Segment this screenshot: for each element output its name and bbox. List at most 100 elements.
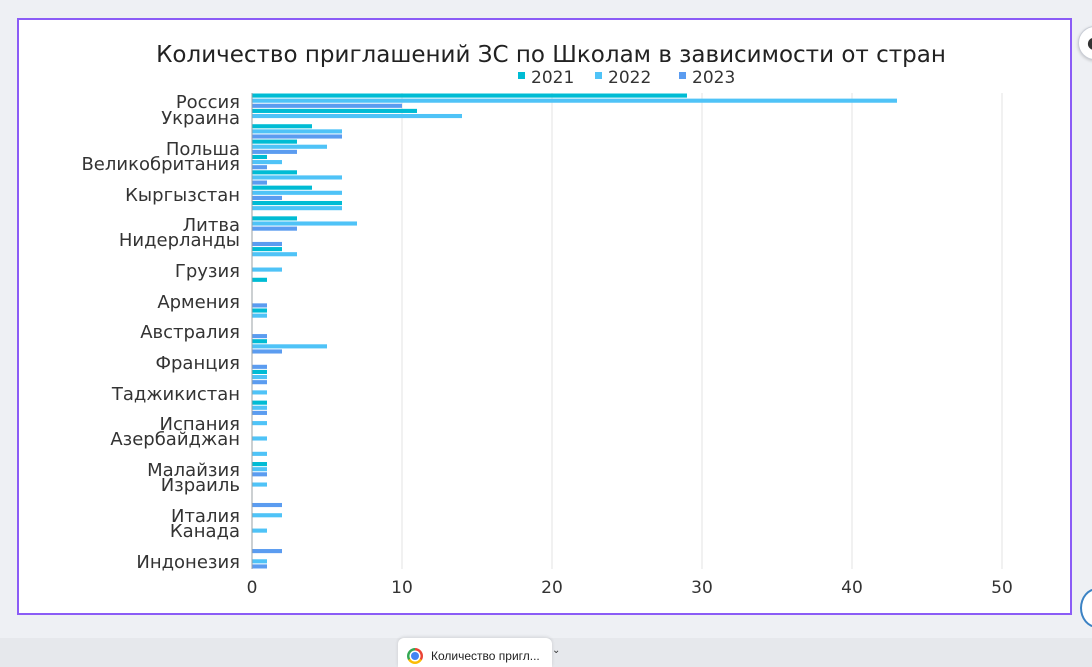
legend-marker bbox=[518, 72, 525, 79]
bar bbox=[252, 216, 297, 221]
bar bbox=[252, 124, 312, 129]
category-label: Италия bbox=[171, 506, 240, 527]
category-label: Кыргызстан bbox=[125, 185, 240, 206]
bar bbox=[252, 165, 267, 170]
bar bbox=[252, 144, 327, 149]
bar bbox=[252, 185, 312, 190]
bar-chart: Количество приглашений ЗС по Школам в за… bbox=[81, 42, 1013, 598]
bar bbox=[252, 200, 342, 206]
bar bbox=[252, 175, 342, 180]
x-tick-label: 20 bbox=[541, 578, 563, 598]
x-tick-label: 50 bbox=[991, 578, 1013, 598]
chevron-down-icon[interactable]: ⌄ bbox=[552, 645, 561, 656]
taskbar-tab-title: Количество пригл... bbox=[431, 649, 540, 663]
bar bbox=[252, 339, 267, 344]
category-label: Россия bbox=[176, 92, 240, 113]
bar bbox=[252, 313, 267, 318]
bar bbox=[252, 226, 297, 231]
bars bbox=[252, 93, 897, 569]
category-label: Нидерланды bbox=[119, 230, 240, 251]
category-label: Франция bbox=[156, 353, 241, 374]
bar bbox=[252, 369, 267, 375]
bar bbox=[252, 277, 267, 282]
bar bbox=[252, 139, 297, 144]
bar bbox=[252, 206, 342, 211]
taskbar-tab[interactable]: Количество пригл... bbox=[398, 638, 552, 667]
bar bbox=[252, 98, 897, 103]
chart-title: Количество приглашений ЗС по Школам в за… bbox=[156, 42, 946, 68]
bar bbox=[252, 103, 402, 108]
bar bbox=[252, 549, 282, 554]
chrome-icon bbox=[407, 648, 423, 664]
bar bbox=[252, 303, 267, 308]
bar bbox=[252, 467, 267, 472]
bar bbox=[252, 190, 342, 195]
bar bbox=[252, 451, 267, 456]
x-tick-label: 0 bbox=[247, 578, 258, 598]
bar bbox=[252, 149, 297, 154]
x-axis-ticks: 0 10 20 30 40 50 bbox=[247, 578, 1013, 598]
bar bbox=[252, 502, 282, 508]
bar bbox=[252, 528, 267, 533]
side-panel-button[interactable]: ◐ bbox=[1078, 26, 1092, 60]
taskbar: Количество пригл... bbox=[0, 638, 1092, 667]
category-label: Малайзия bbox=[147, 460, 240, 481]
bar bbox=[252, 160, 282, 165]
bar bbox=[252, 113, 462, 119]
bar bbox=[252, 421, 267, 426]
category-label: Великобритания bbox=[81, 154, 240, 175]
bar bbox=[252, 221, 357, 226]
bar bbox=[252, 241, 282, 247]
bar bbox=[252, 170, 297, 175]
legend-label: 2022 bbox=[608, 68, 651, 88]
bar bbox=[252, 180, 267, 185]
legend-marker bbox=[679, 72, 686, 79]
bar bbox=[252, 93, 687, 98]
legend: 2021 2022 2023 bbox=[518, 68, 735, 88]
bar bbox=[252, 559, 267, 564]
category-label: Канада bbox=[170, 521, 240, 542]
bar bbox=[252, 129, 342, 134]
category-label: Литва bbox=[183, 215, 240, 236]
bar bbox=[252, 334, 267, 339]
bar bbox=[252, 308, 267, 313]
bar bbox=[252, 405, 267, 410]
bar bbox=[252, 410, 267, 415]
side-panel-icon: ◐ bbox=[1087, 33, 1092, 52]
bar bbox=[252, 344, 327, 349]
bar bbox=[252, 375, 267, 380]
bar bbox=[252, 462, 267, 467]
legend-label: 2021 bbox=[531, 68, 574, 88]
bar bbox=[252, 267, 282, 272]
bar bbox=[252, 154, 267, 160]
x-tick-label: 30 bbox=[691, 578, 713, 598]
category-label: Индонезия bbox=[136, 552, 240, 573]
category-label: Израиль bbox=[161, 475, 240, 496]
bar bbox=[252, 108, 417, 113]
category-label: Польша bbox=[166, 139, 240, 160]
bar bbox=[252, 513, 282, 518]
grid bbox=[251, 93, 1003, 569]
category-label: Грузия bbox=[175, 261, 240, 282]
category-label: Таджикистан bbox=[111, 384, 240, 405]
chart-frame: Количество приглашений ЗС по Школам в за… bbox=[17, 18, 1072, 615]
category-label: Испания bbox=[160, 414, 240, 435]
x-tick-label: 10 bbox=[391, 578, 413, 598]
bar bbox=[252, 349, 282, 354]
bar bbox=[252, 390, 267, 395]
bar bbox=[252, 564, 267, 569]
side-action-button[interactable] bbox=[1080, 588, 1092, 628]
bar bbox=[252, 134, 342, 139]
category-label: Азербайджан bbox=[110, 429, 240, 450]
bar bbox=[252, 400, 267, 405]
bar bbox=[252, 436, 267, 441]
bar bbox=[252, 195, 282, 200]
bar bbox=[252, 364, 267, 369]
category-label: Украина bbox=[161, 108, 240, 129]
x-tick-label: 40 bbox=[841, 578, 863, 598]
legend-label: 2023 bbox=[692, 68, 735, 88]
legend-marker bbox=[595, 72, 602, 79]
bar bbox=[252, 472, 267, 477]
category-label: Австралия bbox=[140, 322, 240, 343]
